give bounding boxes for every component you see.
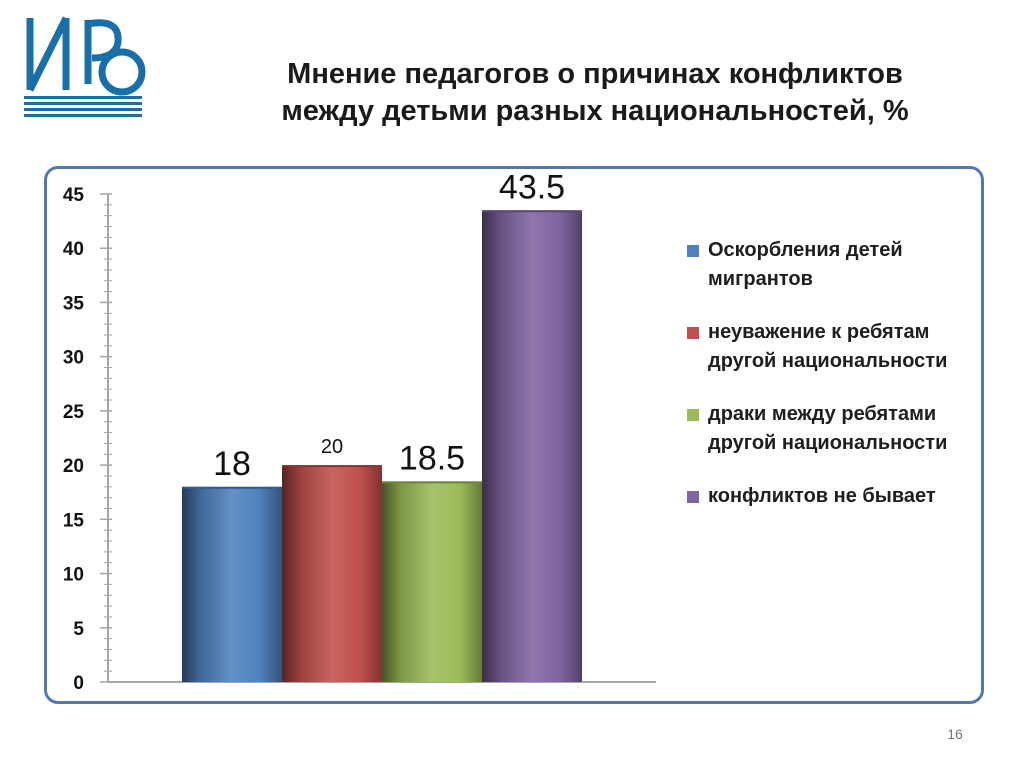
legend-item: конфликтов не бывает (684, 482, 984, 511)
data-label: 18.5 (399, 439, 465, 477)
bar (482, 210, 582, 682)
y-tick-label: 40 (63, 239, 84, 260)
y-tick-label: 15 (63, 510, 85, 531)
y-tick-label: 20 (63, 456, 84, 477)
slide-title-line-2: между детьми разных национальностей, % (281, 95, 909, 127)
bar-top-edge (282, 465, 382, 468)
legend-label: Оскорбления детей мигрантов (708, 239, 903, 290)
legend-swatch (687, 245, 699, 257)
legend-item: драки между ребятами другой национальнос… (684, 400, 984, 458)
data-label: 18 (213, 445, 251, 483)
y-tick-label: 25 (63, 402, 85, 423)
logo (22, 14, 146, 124)
legend-item: Оскорбления детей мигрантов (684, 236, 984, 294)
y-tick-label: 45 (63, 185, 85, 206)
bar-top-edge (382, 481, 482, 484)
bar (382, 481, 482, 682)
bar (182, 486, 282, 682)
y-tick-label: 0 (73, 673, 84, 694)
chart-legend: Оскорбления детей мигрантов неуважение к … (684, 236, 984, 535)
y-tick-label: 30 (63, 348, 84, 369)
legend-swatch (687, 327, 699, 339)
y-tick-label: 35 (63, 293, 85, 314)
legend-swatch (687, 491, 699, 503)
y-tick-label: 5 (73, 619, 84, 640)
data-label: 20 (321, 436, 343, 458)
slide-title: Мнение педагогов о причинах конфликтов м… (200, 56, 990, 130)
slide-title-line-1: Мнение педагогов о причинах конфликтов (287, 58, 903, 90)
legend-label: конфликтов не бывает (708, 485, 936, 507)
legend-item: неуважение к ребятам другой национальнос… (684, 318, 984, 376)
legend-label: драки между ребятами другой национальнос… (708, 403, 948, 454)
legend-swatch (687, 409, 699, 421)
bar-top-edge (182, 486, 282, 489)
legend-label: неуважение к ребятам другой национальнос… (708, 321, 948, 372)
bar-top-edge (482, 210, 582, 213)
slide-number: 16 (947, 726, 963, 742)
y-tick-label: 10 (63, 565, 84, 586)
bar (282, 465, 382, 682)
data-label: 43.5 (499, 168, 565, 206)
